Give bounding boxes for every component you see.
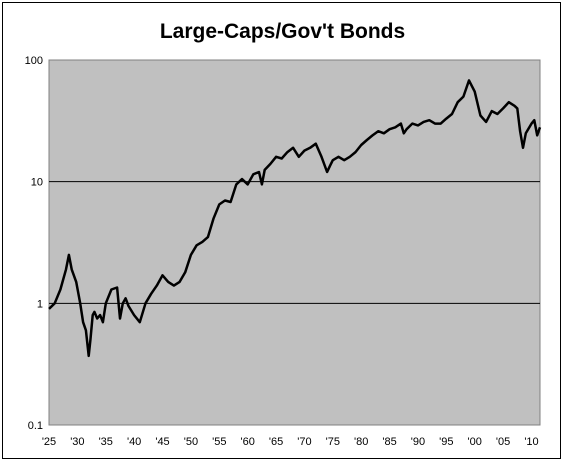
x-tick-label: '45 — [155, 436, 169, 448]
x-tick-label: '30 — [70, 436, 84, 448]
x-tick-label: '25 — [42, 436, 56, 448]
x-tick-label: '40 — [127, 436, 141, 448]
x-tick-label: '50 — [184, 436, 198, 448]
y-tick-label: 100 — [25, 55, 43, 67]
x-tick-label: '05 — [496, 436, 510, 448]
x-tick-label: '90 — [411, 436, 425, 448]
x-tick-label: '80 — [354, 436, 368, 448]
y-axis-ticks: 0.1 1 10 100 — [25, 55, 43, 432]
chart-title: Large-Caps/Gov't Bonds — [159, 20, 406, 43]
y-tick-label: 0.1 — [28, 420, 43, 432]
y-tick-label: 1 — [37, 298, 43, 310]
x-tick-label: '85 — [382, 436, 396, 448]
x-tick-label: '10 — [524, 436, 538, 448]
gridlines — [49, 181, 540, 304]
series-line — [48, 79, 542, 358]
x-tick-label: '70 — [297, 436, 311, 448]
x-tick-label: '00 — [468, 436, 482, 448]
x-tick-label: '65 — [269, 436, 283, 448]
x-axis-ticks: '25 '30 '35 '40 '45 '50 '55 '60 '65 '70 '75 '80 '85 '… — [42, 436, 539, 448]
y-tick-label: 10 — [31, 177, 43, 189]
x-tick-label: '55 — [212, 436, 226, 448]
plot-area — [48, 59, 541, 426]
x-tick-label: '35 — [99, 436, 113, 448]
x-tick-label: '75 — [326, 436, 340, 448]
x-tick-label: '95 — [439, 436, 453, 448]
x-tick-label: '60 — [240, 436, 254, 448]
